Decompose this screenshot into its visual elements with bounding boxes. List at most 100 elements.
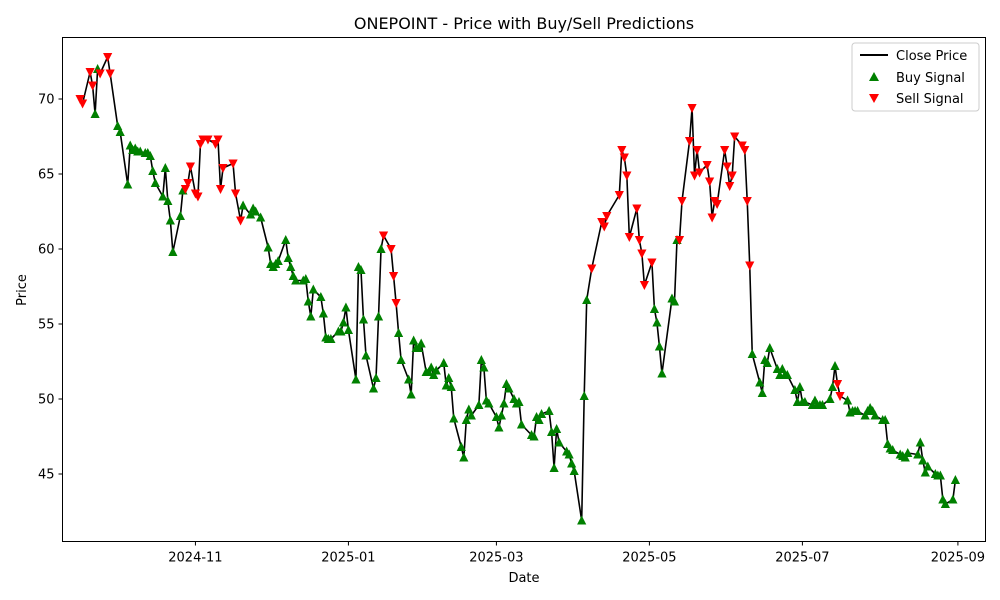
sell-signal-marker — [215, 185, 226, 194]
buy-signal-marker — [308, 284, 318, 294]
buy-signal-marker — [165, 215, 175, 225]
sell-signal-marker — [674, 236, 685, 245]
buy-signal-marker — [286, 262, 296, 271]
buy-signal-marker — [273, 256, 283, 265]
buy-signal-marker — [168, 247, 178, 256]
buy-signal-marker — [920, 467, 930, 477]
buy-signal-marker — [544, 406, 554, 415]
sell-signal-marker — [677, 197, 687, 206]
buy-signal-marker — [341, 302, 351, 312]
buy-signal-marker — [935, 470, 945, 480]
buy-signal-marker — [577, 515, 587, 525]
sell-signal-marker — [386, 245, 396, 254]
legend: Close Price Buy Signal Sell Signal — [851, 42, 980, 112]
buy-signal-marker — [657, 368, 667, 378]
buy-signal-marker — [782, 370, 792, 379]
y-tick-label: 50 — [38, 393, 55, 408]
buy-signal-marker — [757, 388, 767, 397]
x-tick-label: 2025-01 — [321, 551, 375, 566]
buy-signal-marker — [373, 311, 384, 321]
buy-signal-marker — [852, 406, 863, 415]
sell-signal-marker — [647, 258, 657, 268]
sell-signal-marker — [742, 197, 752, 206]
buy-signal-marker — [484, 398, 494, 408]
sell-signal-marker — [614, 191, 624, 200]
buy-signal-marker — [393, 328, 404, 337]
buy-signal-marker — [915, 437, 925, 447]
y-tick-label: 65 — [38, 168, 55, 183]
buy-signal-marker — [459, 452, 469, 462]
buy-signal-marker — [549, 463, 559, 472]
buy-signal-marker — [343, 325, 354, 334]
buy-signal-marker — [326, 334, 336, 343]
buy-signal-marker — [948, 494, 958, 504]
buy-signal-marker — [817, 400, 828, 409]
sell-signal-marker — [378, 231, 389, 241]
buy-signal-marker — [514, 397, 524, 406]
chart-title: ONEPOINT - Price with Buy/Sell Predictio… — [354, 14, 694, 33]
buy-signal-marker — [303, 296, 313, 306]
buy-signal-marker — [554, 437, 564, 447]
buy-signal-marker — [474, 400, 484, 409]
y-tick-label: 60 — [38, 243, 55, 258]
buy-signal-marker — [160, 163, 170, 172]
buy-signal-marker — [800, 397, 810, 406]
sell-signal-marker — [587, 264, 597, 274]
buy-signal-marker — [918, 455, 928, 465]
buy-signal-marker — [669, 296, 680, 306]
buy-signal-marker — [115, 127, 125, 136]
buy-signal-marker — [552, 424, 562, 433]
sell-signal-marker — [720, 146, 730, 155]
legend-buy-signal-label: Buy Signal — [896, 71, 965, 86]
sell-signal-marker — [391, 299, 401, 308]
buy-signal-marker — [504, 383, 514, 393]
buy-signal-marker — [283, 253, 293, 262]
buy-signal-marker — [747, 349, 757, 358]
sell-signal-marker — [103, 53, 113, 62]
buy-signal-marker — [318, 308, 328, 318]
buy-signal-marker — [444, 373, 454, 382]
sell-signal-marker — [602, 212, 612, 221]
sell-signal-marker — [87, 81, 98, 91]
buy-signal-marker — [569, 466, 579, 475]
sell-signal-marker — [634, 236, 644, 245]
buy-signal-marker — [762, 358, 772, 367]
sell-signal-marker — [624, 233, 634, 242]
sell-signal-marker — [740, 146, 750, 155]
sell-signal-marker — [77, 99, 88, 109]
buy-signal-marker — [441, 380, 451, 390]
buy-signal-marker — [426, 362, 436, 372]
buy-signal-marker — [416, 338, 426, 348]
buy-signal-marker — [546, 427, 557, 436]
buy-signal-marker — [755, 377, 765, 387]
sell-signal-marker — [702, 161, 712, 170]
buy-signal-marker — [409, 335, 419, 345]
sell-signal-marker — [85, 68, 95, 77]
sell-signal-marker — [95, 69, 105, 79]
x-tick-label: 2025-03 — [469, 551, 523, 566]
buy-signal-marker — [336, 326, 346, 336]
sell-signal-marker — [707, 213, 717, 223]
buy-signal-marker — [494, 422, 504, 432]
sell-signal-marker — [722, 162, 732, 172]
buy-signal-marker — [145, 151, 155, 160]
buy-signal-marker — [90, 109, 100, 118]
x-tick-label: 2024-11 — [168, 551, 222, 566]
buy-signal-marker — [456, 442, 466, 451]
sell-signal-marker — [105, 69, 115, 79]
buy-signal-marker — [135, 146, 145, 156]
buy-signal-marker — [529, 431, 539, 441]
buy-signal-marker — [827, 382, 838, 391]
buy-signal-marker — [790, 385, 800, 394]
sell-signal-marker — [730, 132, 740, 142]
buy-signal-marker — [376, 244, 386, 253]
sell-signal-marker — [712, 200, 722, 209]
buy-signal-marker — [396, 355, 406, 364]
sell-signal-marker — [727, 171, 737, 181]
buy-signal-marker — [795, 382, 805, 391]
buy-signal-marker — [870, 410, 880, 420]
sell-signal-marker — [684, 137, 695, 146]
sell-signal-marker — [637, 249, 647, 259]
legend-sell-signal-swatch — [869, 94, 879, 103]
